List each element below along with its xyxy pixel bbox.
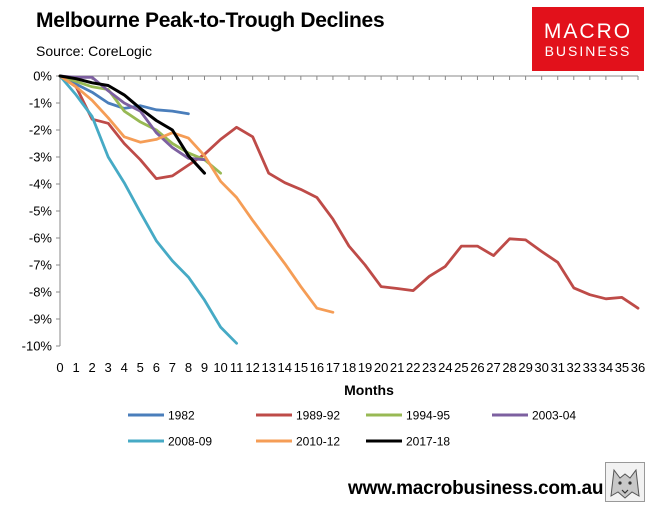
series-line-2017-18 [58,74,206,175]
x-tick-label: 35 [615,360,629,375]
y-tick-label: -3% [29,150,53,165]
y-tick-label: -8% [29,285,53,300]
x-tick-label: 3 [105,360,112,375]
y-tick-label: 0% [33,69,52,84]
x-tick-label: 23 [422,360,436,375]
x-tick-label: 25 [454,360,468,375]
series-line-2010-12 [58,74,335,314]
x-tick-label: 15 [294,360,308,375]
logo-line-1: MACRO [543,19,633,43]
x-tick-label: 13 [261,360,275,375]
x-tick-label: 26 [470,360,484,375]
x-tick-label: 30 [534,360,548,375]
x-axis-title: Months [344,382,394,398]
x-tick-label: 18 [342,360,356,375]
footer-url: www.macrobusiness.com.au [348,478,604,499]
x-tick-label: 7 [169,360,176,375]
legend-label: 2017-18 [406,435,450,449]
legend-label: 2008-09 [168,435,212,449]
x-tick-label: 0 [56,360,63,375]
logo-line-2: BUSINESS [544,42,632,59]
series-line-2003-04 [58,74,206,162]
y-tick-label: -10% [22,339,53,354]
legend-label: 1994-95 [406,409,450,423]
x-tick-label: 29 [518,360,532,375]
series-line-2008-09 [58,74,239,345]
chart-source: Source: CoreLogic [36,43,152,59]
x-tick-label: 33 [583,360,597,375]
x-tick-label: 27 [486,360,500,375]
x-tick-label: 6 [153,360,160,375]
x-tick-label: 19 [358,360,372,375]
macrobusiness-logo: MACRO BUSINESS [532,7,644,71]
x-tick-label: 14 [278,360,292,375]
x-tick-label: 36 [631,360,645,375]
series-line-1989-92 [58,74,640,310]
wolf-logo-icon [605,462,645,502]
x-tick-label: 1 [72,360,79,375]
y-tick-label: -9% [29,312,53,327]
y-tick-label: -2% [29,123,53,138]
x-tick-label: 24 [438,360,452,375]
legend-label: 1989-92 [296,409,340,423]
x-tick-label: 4 [121,360,128,375]
y-tick-label: -6% [29,231,53,246]
x-tick-label: 21 [390,360,404,375]
x-tick-label: 16 [310,360,324,375]
legend-label: 1982 [168,409,195,423]
x-tick-label: 11 [230,360,244,375]
x-tick-label: 9 [201,360,208,375]
x-tick-label: 12 [245,360,259,375]
series-line-1982 [58,74,190,116]
x-tick-label: 28 [502,360,516,375]
x-tick-label: 5 [137,360,144,375]
x-tick-label: 20 [374,360,388,375]
x-tick-label: 17 [326,360,340,375]
legend-label: 2003-04 [532,409,576,423]
y-tick-label: -5% [29,204,53,219]
chart-title: Melbourne Peak-to-Trough Declines [36,9,385,32]
y-tick-label: -1% [29,96,53,111]
x-tick-label: 2 [88,360,95,375]
legend-label: 2010-12 [296,435,340,449]
x-tick-label: 22 [406,360,420,375]
x-tick-label: 10 [213,360,227,375]
x-tick-label: 32 [567,360,581,375]
x-tick-label: 8 [185,360,192,375]
y-tick-label: -4% [29,177,53,192]
x-tick-label: 31 [550,360,564,375]
x-tick-label: 34 [599,360,613,375]
y-tick-label: -7% [29,258,53,273]
series-line-1994-95 [58,74,223,175]
